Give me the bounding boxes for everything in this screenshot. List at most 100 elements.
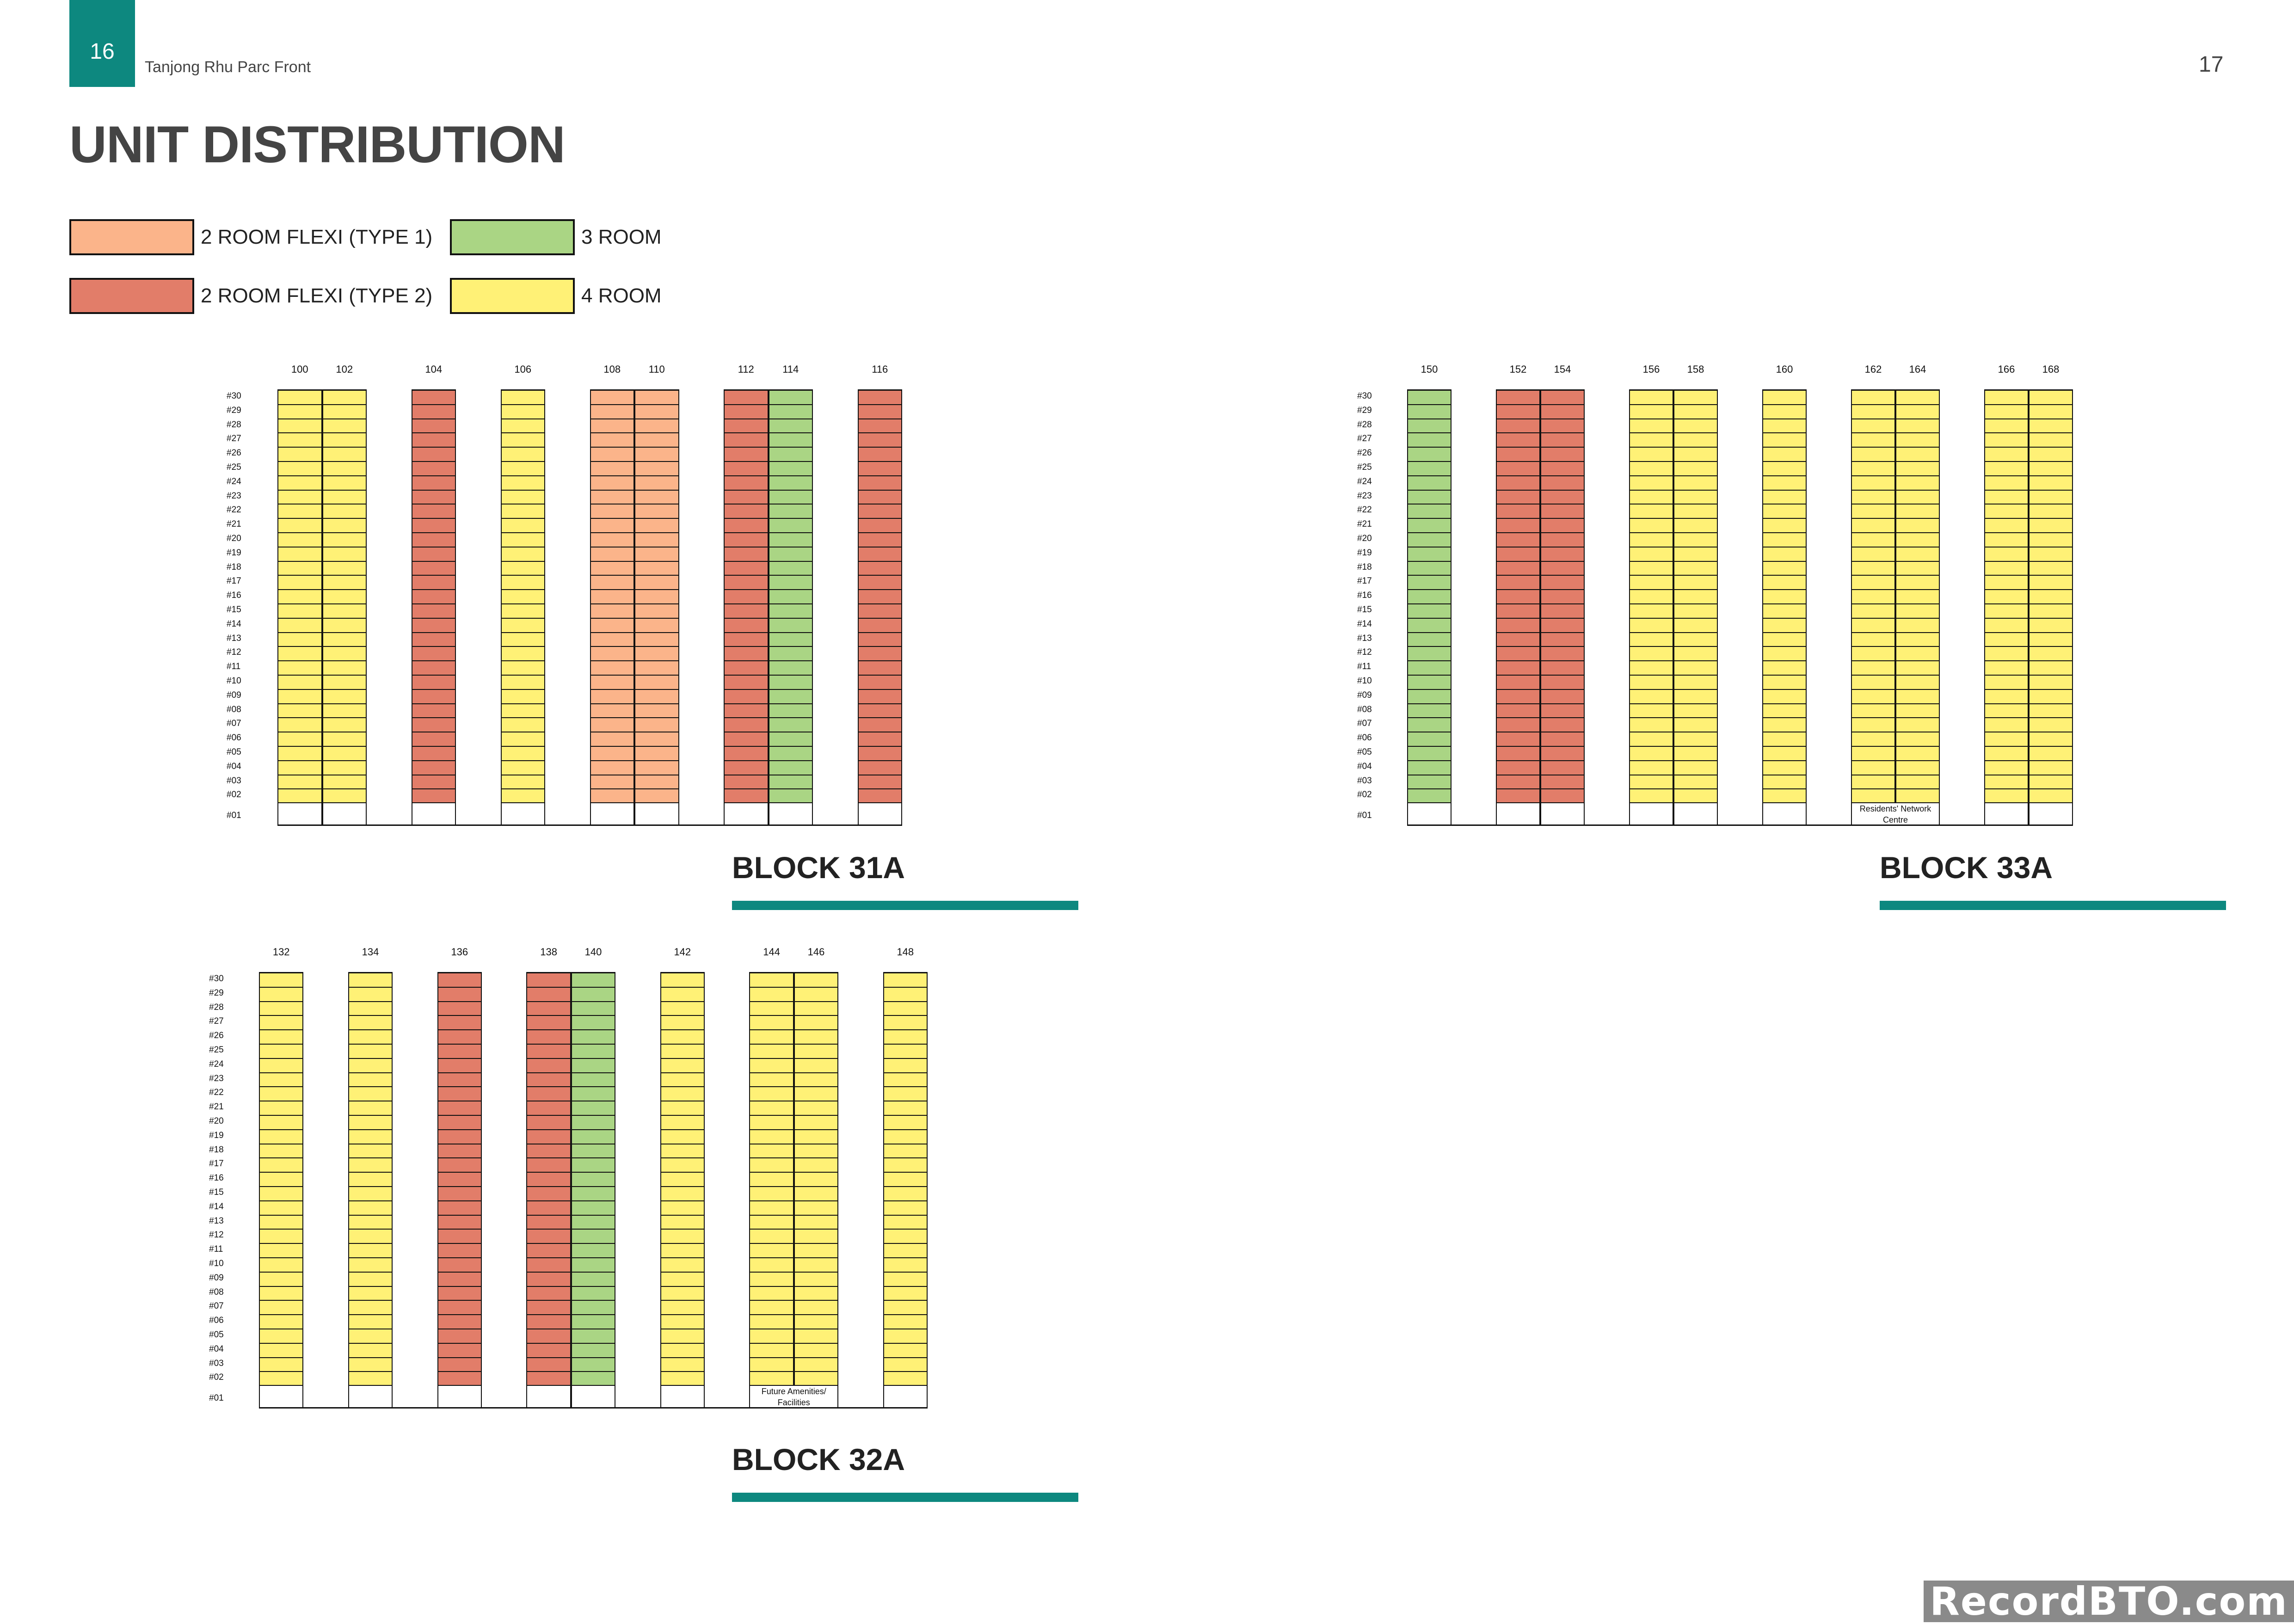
unit-cell (769, 504, 812, 519)
unit-cell (794, 1343, 838, 1358)
unit-cell (884, 1272, 927, 1287)
unit-cell (590, 661, 633, 676)
unit-number-label: 102 (336, 363, 353, 375)
unit-cell (572, 1201, 615, 1216)
unit-cell (527, 1115, 570, 1130)
unit-cell (501, 590, 544, 604)
ground-floor-cell (660, 1385, 705, 1409)
unit-cell (1763, 391, 1806, 405)
unit-cell (260, 1087, 303, 1102)
floor-label: #17 (227, 576, 241, 586)
unit-cell (323, 590, 366, 604)
unit-cell (2030, 419, 2072, 434)
ground-floor-cell (437, 1385, 482, 1409)
unit-cell (438, 1187, 481, 1201)
unit-cell (661, 1187, 704, 1201)
unit-cell (769, 618, 812, 633)
unit-stack-166 (1984, 389, 2029, 804)
unit-cell (750, 1030, 793, 1045)
unit-cell (635, 732, 678, 747)
unit-cell (278, 576, 321, 591)
unit-cell (438, 1301, 481, 1316)
unit-cell (858, 689, 901, 704)
unit-cell (769, 661, 812, 676)
unit-cell (349, 1144, 392, 1159)
unit-cell (1896, 789, 1939, 804)
floor-label: #02 (227, 790, 241, 800)
unit-cell (769, 761, 812, 775)
unit-cell (527, 1073, 570, 1088)
unit-cell (1497, 689, 1539, 704)
unit-cell (769, 775, 812, 790)
unit-cell (323, 718, 366, 733)
unit-cell (349, 1244, 392, 1258)
unit-cell (1408, 533, 1451, 547)
unit-cell (1763, 490, 1806, 505)
unit-cell (858, 433, 901, 448)
unit-cell (1896, 433, 1939, 448)
floor-label: #04 (1357, 761, 1372, 771)
unit-cell (1630, 604, 1673, 619)
unit-cell (260, 1101, 303, 1116)
unit-cell (2030, 746, 2072, 761)
unit-cell (635, 647, 678, 662)
unit-cell (260, 1002, 303, 1016)
floor-label: #24 (209, 1059, 224, 1069)
unit-cell (794, 1130, 838, 1144)
unit-cell (590, 689, 633, 704)
unit-cell (501, 689, 544, 704)
unit-cell (412, 789, 455, 804)
unit-cell (1852, 761, 1894, 775)
floor-label-ground: #01 (1357, 811, 1372, 821)
unit-cell (1896, 675, 1939, 690)
ground-floor-cell (1629, 802, 1673, 826)
unit-cell (412, 732, 455, 747)
floor-label: #09 (1357, 690, 1372, 700)
unit-cell (794, 1372, 838, 1387)
floor-label: #22 (1357, 505, 1372, 515)
unit-cell (438, 1101, 481, 1116)
unit-stack-144 (749, 972, 794, 1387)
unit-cell (1852, 576, 1894, 591)
unit-cell (884, 1372, 927, 1387)
unit-cell (278, 604, 321, 619)
unit-cell (884, 1315, 927, 1329)
unit-cell (794, 1058, 838, 1073)
unit-cell (884, 1130, 927, 1144)
unit-cell (1763, 433, 1806, 448)
unit-cell (278, 448, 321, 462)
unit-cell (1630, 476, 1673, 491)
unit-cell (349, 1215, 392, 1230)
unit-cell (501, 533, 544, 547)
unit-cell (1896, 746, 1939, 761)
unit-cell (858, 604, 901, 619)
unit-cell (572, 1144, 615, 1159)
unit-cell (1541, 448, 1584, 462)
unit-cell (1985, 675, 2028, 690)
unit-cell (349, 1301, 392, 1316)
unit-cell (323, 604, 366, 619)
unit-cell (858, 561, 901, 576)
unit-cell (349, 1230, 392, 1244)
unit-cell (884, 1030, 927, 1045)
unit-cell (1630, 504, 1673, 519)
floor-label: #21 (209, 1102, 224, 1112)
unit-cell (1541, 476, 1584, 491)
unit-cell (1896, 504, 1939, 519)
unit-cell (725, 533, 768, 547)
unit-cell (1852, 775, 1894, 790)
unit-cell (590, 761, 633, 775)
unit-cell (1497, 519, 1539, 533)
unit-cell (769, 590, 812, 604)
floor-label: #07 (227, 719, 241, 729)
unit-cell (572, 1230, 615, 1244)
unit-number-label: 168 (2042, 363, 2060, 375)
unit-cell (1630, 661, 1673, 676)
unit-cell (323, 561, 366, 576)
unit-cell (884, 1230, 927, 1244)
unit-cell (438, 1016, 481, 1031)
unit-cell (349, 1030, 392, 1045)
unit-cell (858, 789, 901, 804)
unit-cell (1408, 689, 1451, 704)
unit-cell (278, 704, 321, 719)
